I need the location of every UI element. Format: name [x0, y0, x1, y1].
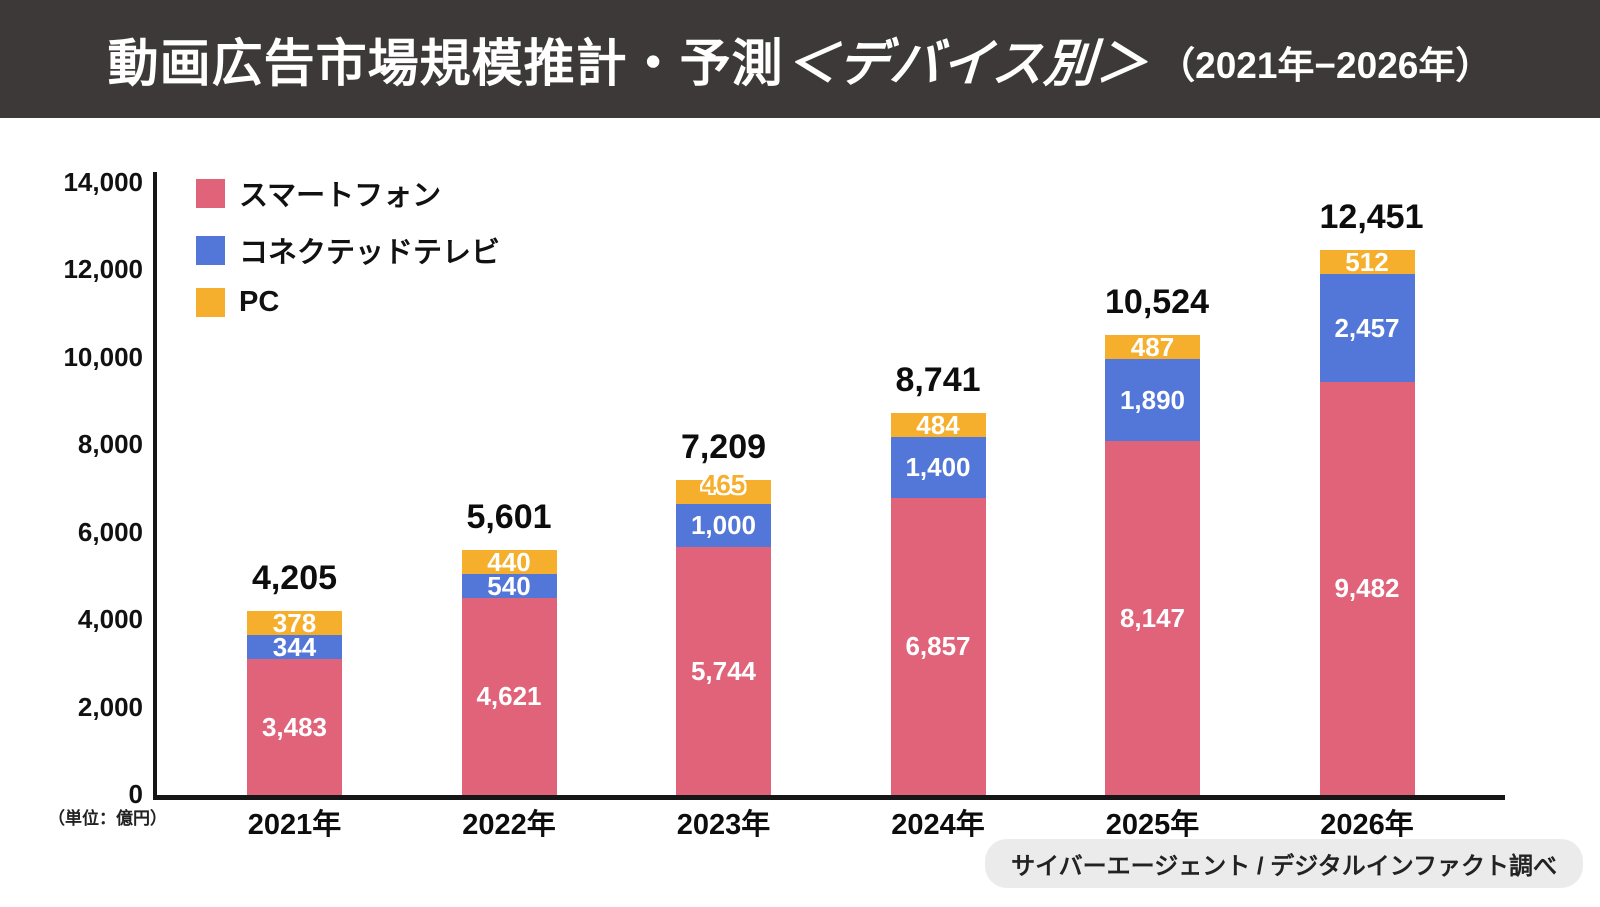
- bar-segment-label: 344: [272, 632, 317, 663]
- y-tick-label: 10,000: [63, 341, 143, 372]
- bar-total-label: 12,451: [1319, 198, 1424, 237]
- legend-label: コネクテッドテレビ: [239, 237, 501, 269]
- bar-segment-smartphone: 6,857: [890, 497, 986, 795]
- y-tick-label: 14,000: [63, 166, 143, 197]
- y-tick-label: 2,000: [77, 691, 143, 722]
- x-axis-label: 2024年: [891, 809, 985, 841]
- bar-group: 7,209 465 1,000 5,744: [676, 428, 771, 795]
- bar-segment-connected-tv: 1,890: [1105, 358, 1200, 442]
- bar-total-label: 4,205: [251, 559, 338, 598]
- bar-segment-connected-tv: 540: [461, 570, 557, 601]
- bar-segment-label: 8,147: [1119, 603, 1186, 634]
- bar-total-label: 7,209: [680, 427, 767, 466]
- bar-total-label: 5,601: [466, 497, 552, 536]
- bar-segment-label: 2,457: [1334, 313, 1400, 344]
- legend-swatch-pc: [196, 288, 225, 317]
- bar-segment-pc: 512: [1319, 247, 1415, 278]
- x-axis-label: 2022年: [462, 809, 556, 841]
- title-years: （2021年−2026年）: [1158, 45, 1493, 86]
- bar-segment-label: 465: [701, 468, 746, 499]
- bar-segment-connected-tv: 344: [247, 632, 342, 663]
- bar-segment-pc: 378: [247, 608, 342, 639]
- legend-label: PC: [239, 286, 280, 318]
- unit-note: （単位：億円）: [48, 809, 167, 828]
- page-title: 動画広告市場規模推計・予測 ＜デバイス別＞ （2021年−2026年）: [0, 0, 1600, 118]
- credit-badge: サイバーエージェント / デジタルインファクト調べ: [985, 839, 1583, 888]
- y-tick-label: 8,000: [77, 429, 143, 459]
- bar-segment-label: 1,890: [1119, 384, 1186, 415]
- legend: スマートフォンコネクテッドテレビ PC: [196, 172, 500, 319]
- bar-segment-label: 3,483: [261, 712, 328, 743]
- legend-item: スマートフォン: [196, 172, 500, 214]
- x-axis-label: 2023年: [676, 809, 771, 841]
- bar-total-label: 8,741: [895, 360, 981, 399]
- bar-group: 8,741 484 1,400 6,857: [890, 360, 986, 795]
- bar-segment-label: 378: [272, 608, 317, 639]
- bar-group: 10,524 487 1,890 8,147: [1105, 282, 1209, 795]
- bar-segment-smartphone: 4,621: [461, 597, 557, 795]
- bar-segment-smartphone: 3,483: [247, 659, 342, 795]
- bar-segment-label: 540: [487, 570, 531, 601]
- bar-segment-smartphone: 5,744: [676, 547, 771, 795]
- y-tick-label: 4,000: [77, 604, 143, 634]
- bar-segment-pc: 487: [1105, 331, 1200, 362]
- bar-segment-label: 1,400: [905, 452, 971, 483]
- legend-swatch-connected-tv: [196, 235, 225, 265]
- y-axis-labels: 0 2,000 4,000 6,000 8,000 10,000 12,000 14,000: [0, 0, 143, 907]
- y-axis-line: [153, 172, 157, 795]
- bar-segment-connected-tv: 1,400: [890, 436, 986, 498]
- bar-group: 4,205 378 344 3,483: [247, 559, 342, 795]
- bar-segment-pc: 465: [676, 471, 771, 504]
- bar-segment-label: 484: [916, 409, 960, 440]
- bar-segment-smartphone: 8,147: [1105, 441, 1200, 795]
- bar-segment-label: 6,857: [905, 631, 971, 662]
- x-axis-line: [153, 795, 1505, 800]
- bar-segment-label: 487: [1130, 331, 1175, 362]
- y-tick-label: 0: [128, 779, 143, 809]
- bar-segment-label: 9,482: [1334, 573, 1400, 604]
- x-axis-label: 2025年: [1105, 809, 1200, 841]
- bar-segment-label: 1,000: [690, 510, 757, 541]
- y-tick-label: 12,000: [63, 254, 143, 284]
- y-tick-label: 6,000: [77, 516, 143, 547]
- bar-segment-connected-tv: 1,000: [676, 503, 771, 548]
- bar-segment-label: 5,744: [690, 656, 757, 687]
- bar-segment-pc: 484: [890, 409, 986, 440]
- bar-segment-smartphone: 9,482: [1319, 381, 1415, 795]
- bar-segment-label: 440: [487, 546, 531, 577]
- x-axis-label: 2021年: [247, 809, 342, 841]
- bar-segment-pc: 440: [461, 546, 557, 577]
- bar-group: 5,601 440 540 4,621: [461, 497, 557, 795]
- legend-swatch-smartphone: [196, 178, 225, 208]
- bar-segment-connected-tv: 2,457: [1319, 274, 1415, 382]
- title-main: 動画広告市場規模推計・予測: [107, 35, 784, 92]
- bar-segment-label: 512: [1345, 247, 1389, 278]
- bar-group: 12,451 512 2,457 9,482: [1319, 198, 1424, 795]
- legend-item: コネクテッドテレビ: [196, 229, 500, 271]
- x-axis-label: 2026年: [1320, 809, 1414, 841]
- bar-total-label: 10,524: [1105, 282, 1209, 321]
- bar-segment-label: 4,621: [476, 681, 542, 712]
- legend-label: スマートフォン: [239, 180, 442, 212]
- legend-item: PC: [196, 286, 500, 319]
